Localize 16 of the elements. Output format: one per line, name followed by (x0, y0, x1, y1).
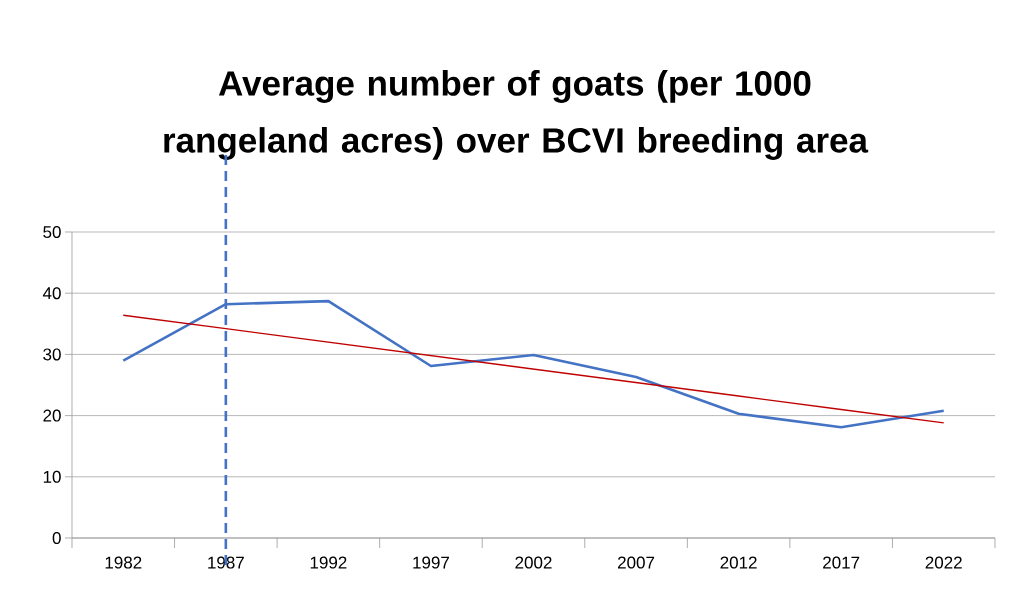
x-tick-label: 2002 (515, 556, 552, 569)
y-tick-label: 20 (43, 409, 61, 422)
x-tick-label: 2012 (720, 556, 757, 569)
x-tick-label: 1982 (105, 556, 142, 569)
x-tick-label: 2007 (618, 556, 655, 569)
x-tick-label: 1992 (310, 556, 347, 569)
x-tick-label: 1987 (208, 556, 244, 569)
x-tick-label: 1997 (413, 556, 449, 569)
x-tick-label: 2017 (823, 556, 860, 569)
y-tick-label: 40 (42, 287, 61, 300)
y-tick-label: 10 (43, 470, 61, 483)
x-tick-label: 2022 (925, 556, 962, 569)
y-tick-label: 0 (52, 531, 61, 545)
y-tick-label: 50 (43, 225, 61, 239)
chart-title: Average number of goats (per 1000 rangeland acres) over BCVI breeding area (164, 70, 869, 160)
y-tick-label: 30 (43, 348, 61, 361)
